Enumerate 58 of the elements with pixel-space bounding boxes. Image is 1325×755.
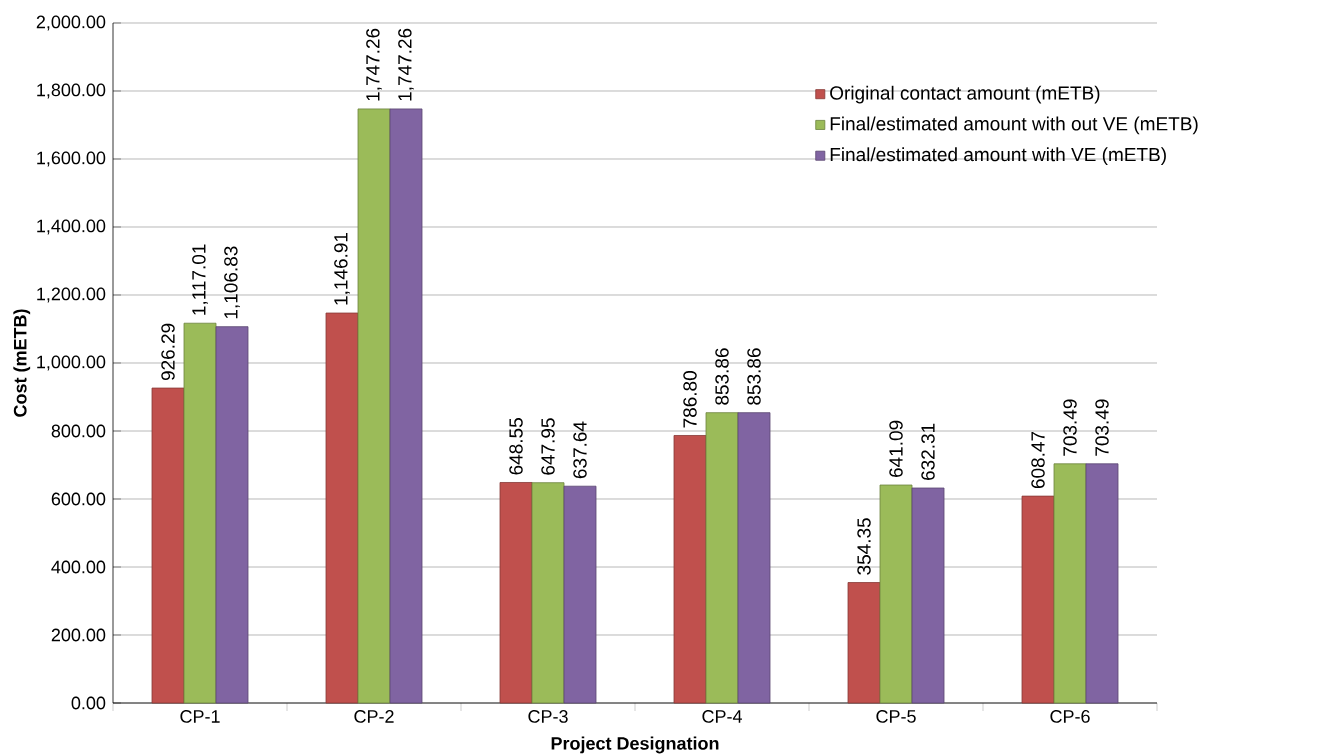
- y-axis-title: Cost (mETB): [13, 309, 31, 417]
- legend-label: Final/estimated amount with out VE (mETB): [830, 116, 1198, 135]
- data-label: 354.35: [857, 518, 871, 575]
- bar: [673, 435, 707, 704]
- data-label: 926.29: [161, 323, 175, 381]
- y-tick-label: 1,000.00: [37, 355, 106, 371]
- data-label: 641.09: [889, 420, 903, 477]
- y-tick-label: 1,200.00: [37, 287, 106, 303]
- y-tick-label: 2,000.00: [36, 15, 106, 31]
- x-axis-title: Project Designation: [551, 736, 719, 754]
- data-label: 1,747.26: [398, 28, 414, 101]
- data-label: 1,106.83: [224, 246, 240, 319]
- y-tick-label: 1,600.00: [37, 151, 106, 167]
- bar: [499, 482, 533, 704]
- bar: [183, 322, 217, 704]
- x-tick-label: CP-4: [702, 710, 742, 723]
- data-label: 853.86: [747, 348, 761, 405]
- bar: [1053, 463, 1087, 704]
- legend-label: Final/estimated amount with VE (mETB): [830, 147, 1166, 166]
- y-tick-label: 800.00: [51, 424, 106, 438]
- data-label: 632.31: [921, 423, 935, 480]
- bar: [737, 412, 771, 704]
- bar: [151, 387, 185, 704]
- y-tick-label: 1,800.00: [37, 83, 106, 99]
- bar: [389, 108, 423, 704]
- bar: [847, 582, 881, 704]
- bar: [215, 326, 249, 704]
- data-label: 647.95: [541, 418, 555, 475]
- data-label: 703.49: [1063, 399, 1077, 456]
- data-label: 1,747.26: [366, 28, 382, 101]
- data-label: 637.64: [573, 421, 587, 479]
- data-label: 1,146.91: [334, 232, 350, 305]
- data-label: 648.55: [509, 418, 523, 475]
- x-tick-label: CP-3: [528, 710, 568, 723]
- data-label: 703.49: [1095, 399, 1109, 456]
- bar: [357, 108, 391, 704]
- data-label: 786.80: [683, 371, 697, 428]
- bar: [1021, 495, 1055, 704]
- y-tick-label: 0.00: [71, 696, 106, 710]
- y-tick-label: 1,400.00: [37, 219, 106, 235]
- y-tick-label: 600.00: [51, 492, 106, 506]
- bar: [325, 312, 359, 704]
- data-label: 608.47: [1031, 431, 1045, 489]
- x-tick-label: CP-1: [180, 710, 220, 723]
- bar: [879, 484, 913, 704]
- x-tick-label: CP-2: [354, 710, 394, 723]
- legend-label: Original contact amount (mETB): [830, 85, 1100, 104]
- bar: [563, 485, 597, 704]
- y-tick-label: 400.00: [51, 560, 106, 574]
- x-tick-label: CP-5: [876, 710, 916, 723]
- bar: [1085, 463, 1119, 704]
- x-tick-label: CP-6: [1050, 710, 1090, 723]
- bar: [705, 412, 739, 704]
- bar: [531, 482, 565, 704]
- y-tick-label: 200.00: [51, 628, 106, 642]
- data-label: 853.86: [715, 348, 729, 405]
- bar: [911, 487, 945, 704]
- data-label: 1,117.01: [192, 244, 208, 315]
